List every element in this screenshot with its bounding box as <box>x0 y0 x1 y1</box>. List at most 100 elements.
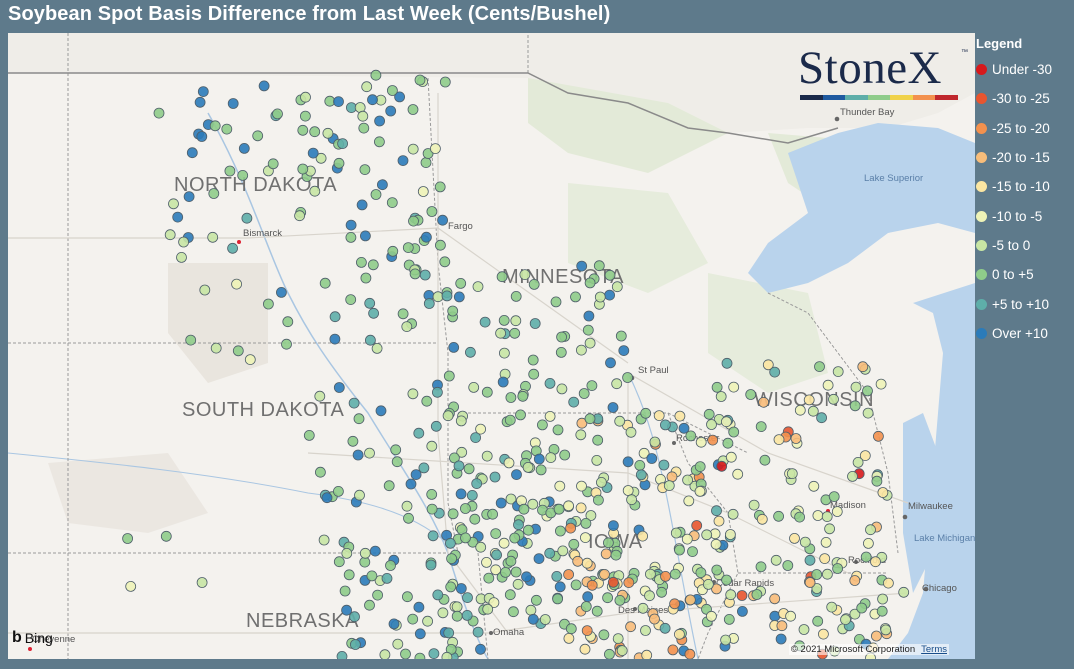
basis-point[interactable] <box>575 429 587 441</box>
basis-point[interactable] <box>402 242 414 254</box>
basis-point[interactable] <box>594 291 606 303</box>
basis-point[interactable] <box>224 165 236 177</box>
basis-point[interactable] <box>615 330 627 342</box>
basis-point[interactable] <box>604 269 616 281</box>
basis-point[interactable] <box>207 231 219 243</box>
basis-point[interactable] <box>401 321 413 333</box>
basis-point[interactable] <box>794 511 805 523</box>
basis-point[interactable] <box>685 594 696 606</box>
basis-point[interactable] <box>471 478 483 490</box>
basis-point[interactable] <box>375 405 387 417</box>
basis-point[interactable] <box>153 107 165 119</box>
basis-point[interactable] <box>544 547 556 559</box>
basis-point[interactable] <box>431 386 443 398</box>
basis-point[interactable] <box>472 626 484 638</box>
basis-point[interactable] <box>397 155 409 166</box>
basis-point[interactable] <box>870 556 881 568</box>
basis-point[interactable] <box>674 544 685 556</box>
basis-point[interactable] <box>210 342 222 354</box>
basis-point[interactable] <box>871 630 882 642</box>
basis-point[interactable] <box>267 158 279 170</box>
basis-point[interactable] <box>451 610 463 622</box>
basis-point[interactable] <box>576 344 587 356</box>
basis-point[interactable] <box>509 532 521 544</box>
basis-point[interactable] <box>434 181 446 193</box>
basis-point[interactable] <box>755 561 767 573</box>
basis-point[interactable] <box>360 272 372 284</box>
basis-point[interactable] <box>618 345 630 357</box>
basis-point[interactable] <box>468 381 480 393</box>
basis-point[interactable] <box>649 613 660 625</box>
basis-point[interactable] <box>322 127 334 139</box>
basis-point[interactable] <box>528 278 540 290</box>
basis-point[interactable] <box>496 271 508 283</box>
basis-point[interactable] <box>582 591 594 603</box>
basis-point[interactable] <box>413 427 425 439</box>
basis-point[interactable] <box>581 625 593 636</box>
basis-point[interactable] <box>349 639 361 650</box>
bing-attribution[interactable]: b Bing <box>12 629 53 647</box>
basis-point[interactable] <box>762 359 774 371</box>
basis-point[interactable] <box>706 419 717 430</box>
basis-point[interactable] <box>580 532 591 544</box>
basis-point[interactable] <box>607 576 619 588</box>
basis-point[interactable] <box>775 633 787 645</box>
basis-point[interactable] <box>559 449 571 461</box>
basis-point[interactable] <box>570 579 582 591</box>
basis-point[interactable] <box>244 354 256 366</box>
basis-point[interactable] <box>232 345 244 357</box>
basis-point[interactable] <box>333 157 345 169</box>
basis-point[interactable] <box>281 338 292 350</box>
basis-point[interactable] <box>482 603 494 615</box>
basis-point[interactable] <box>354 489 365 501</box>
basis-point[interactable] <box>489 471 501 483</box>
basis-point[interactable] <box>231 278 243 290</box>
basis-point[interactable] <box>469 513 481 525</box>
basis-point[interactable] <box>408 215 419 227</box>
basis-point[interactable] <box>355 256 367 268</box>
basis-point[interactable] <box>770 554 782 566</box>
basis-point[interactable] <box>332 485 344 497</box>
basis-point[interactable] <box>865 524 876 536</box>
basis-point[interactable] <box>808 480 820 492</box>
legend-item[interactable]: -10 to -5 <box>976 201 1072 230</box>
basis-point[interactable] <box>614 595 626 606</box>
basis-point[interactable] <box>272 108 283 120</box>
basis-point[interactable] <box>434 239 446 251</box>
basis-point[interactable] <box>504 589 516 601</box>
basis-point[interactable] <box>309 185 321 197</box>
basis-point[interactable] <box>391 456 403 468</box>
basis-point[interactable] <box>818 628 829 640</box>
basis-point[interactable] <box>379 649 391 659</box>
basis-point[interactable] <box>732 468 744 480</box>
legend-item[interactable]: +5 to +10 <box>976 289 1072 318</box>
basis-point[interactable] <box>394 91 406 103</box>
basis-point[interactable] <box>602 592 613 604</box>
basis-point[interactable] <box>500 567 511 578</box>
basis-point[interactable] <box>333 382 345 393</box>
basis-point[interactable] <box>670 527 682 539</box>
basis-point[interactable] <box>441 651 453 659</box>
basis-point[interactable] <box>437 607 449 619</box>
basis-point[interactable] <box>751 589 763 600</box>
basis-point[interactable] <box>667 644 679 656</box>
basis-point[interactable] <box>604 648 615 659</box>
basis-point[interactable] <box>422 615 434 627</box>
basis-point[interactable] <box>487 508 499 520</box>
basis-point[interactable] <box>385 105 397 117</box>
basis-point[interactable] <box>314 466 326 478</box>
basis-point[interactable] <box>660 571 671 582</box>
basis-point[interactable] <box>691 520 703 531</box>
basis-point[interactable] <box>300 91 311 103</box>
basis-point[interactable] <box>576 260 588 272</box>
basis-point[interactable] <box>527 613 539 625</box>
basis-point[interactable] <box>832 366 844 378</box>
basis-point[interactable] <box>759 454 771 466</box>
basis-point[interactable] <box>725 451 737 463</box>
basis-point[interactable] <box>794 404 806 416</box>
basis-point[interactable] <box>443 627 455 639</box>
basis-point[interactable] <box>505 493 517 505</box>
basis-point[interactable] <box>531 594 542 606</box>
basis-point[interactable] <box>637 602 649 614</box>
basis-point[interactable] <box>898 586 910 598</box>
